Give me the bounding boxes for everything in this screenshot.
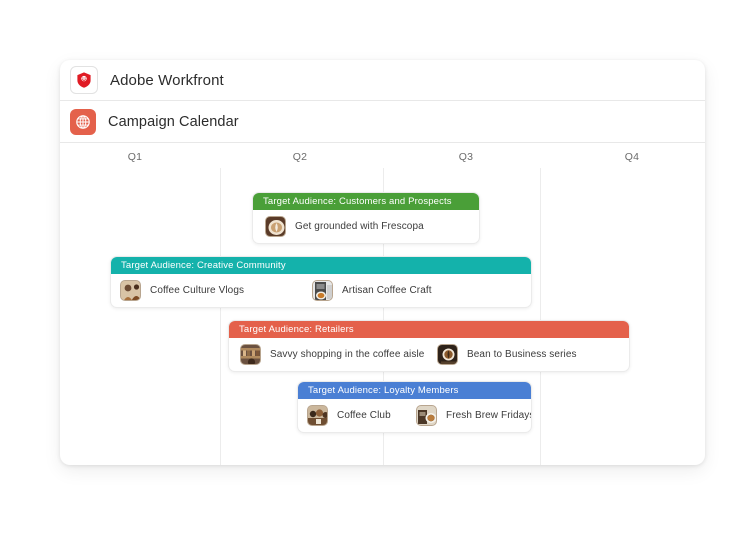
campaign-task-label: Coffee Culture Vlogs [150, 285, 245, 296]
campaign-audience-bar[interactable]: Target Audience: Customers and Prospects [253, 193, 479, 210]
quarter-label-q4: Q4 [624, 151, 640, 163]
campaign-audience-bar[interactable]: Target Audience: Creative Community [111, 257, 531, 274]
campaign-task-label: Fresh Brew Fridays [446, 410, 532, 421]
campaign-task[interactable]: Savvy shopping in the coffee aisle [240, 344, 424, 365]
campaign-task-area: Coffee Culture Vlogs Artisan Coffee Craft [111, 274, 531, 307]
campaign-task[interactable]: Coffee Club [307, 405, 391, 426]
campaign-task[interactable]: Artisan Coffee Craft [312, 280, 432, 301]
calendar-grid: Q1 Q2 Q3 Q4 Target Audience: Customers and P… [60, 143, 705, 465]
coffee-club-thumbnail [307, 405, 328, 426]
campaign-task[interactable]: Bean to Business series [437, 344, 577, 365]
calendar-grid-line [540, 168, 541, 465]
campaign-task-label: Savvy shopping in the coffee aisle [270, 349, 425, 360]
campaign-row[interactable]: Target Audience: Loyalty Members Coffee C… [297, 381, 532, 433]
campaign-calendar-window: Adobe Workfront Campaign Calendar Q1 Q2 Q3… [60, 60, 705, 465]
quarter-label-q1: Q1 [127, 151, 143, 163]
campaign-row[interactable]: Target Audience: Creative Community Coffe… [110, 256, 532, 308]
coffee-latte-art-thumbnail [265, 216, 286, 237]
calendar-grid-line [220, 168, 221, 465]
fresh-brew-fridays-thumbnail [416, 405, 437, 426]
campaign-task-area: Get grounded with Frescopa [253, 210, 479, 243]
campaign-row[interactable]: Target Audience: Retailers Savvy shopping… [228, 320, 630, 372]
app-header: Campaign Calendar [60, 101, 705, 143]
campaign-task-area: Savvy shopping in the coffee aisle Bean t… [229, 338, 629, 371]
quarter-label-q3: Q3 [458, 151, 474, 163]
campaign-task-label: Artisan Coffee Craft [342, 285, 432, 296]
bean-to-business-thumbnail [437, 344, 458, 365]
campaign-task-label: Coffee Club [337, 410, 391, 421]
page-title: Campaign Calendar [108, 113, 239, 130]
coffee-culture-vlogs-thumbnail [120, 280, 141, 301]
campaign-task-label: Bean to Business series [467, 349, 577, 360]
coffee-aisle-shopping-thumbnail [240, 344, 261, 365]
campaign-task-label: Get grounded with Frescopa [295, 221, 424, 232]
calendar-grid-line [383, 168, 384, 465]
campaign-task[interactable]: Get grounded with Frescopa [265, 216, 424, 237]
campaign-task-area: Coffee Club Fresh Brew Fridays [298, 399, 531, 432]
globe-icon [70, 108, 96, 135]
espresso-machine-thumbnail [312, 280, 333, 301]
campaign-row[interactable]: Target Audience: Customers and Prospects… [252, 192, 480, 244]
quarter-label-q2: Q2 [292, 151, 308, 163]
campaign-audience-bar[interactable]: Target Audience: Retailers [229, 321, 629, 338]
campaign-task[interactable]: Fresh Brew Fridays [416, 405, 532, 426]
adobe-workfront-logo-icon [70, 66, 98, 94]
brand-title: Adobe Workfront [110, 71, 224, 89]
campaign-audience-bar[interactable]: Target Audience: Loyalty Members [298, 382, 531, 399]
brand-header: Adobe Workfront [60, 60, 705, 101]
campaign-task[interactable]: Coffee Culture Vlogs [120, 280, 244, 301]
